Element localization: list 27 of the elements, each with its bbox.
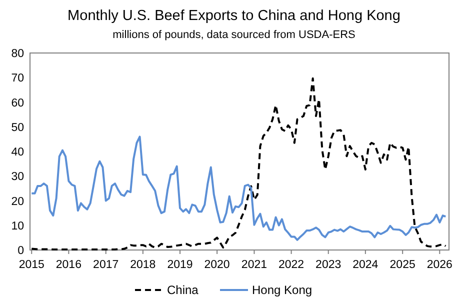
y-tick-label: 20 — [11, 196, 24, 208]
x-tick-label: 2024 — [352, 259, 379, 271]
x-tick-label: 2018 — [130, 259, 156, 271]
x-tick-label: 2025 — [390, 259, 416, 271]
y-tick-label: 30 — [11, 171, 24, 184]
x-tick-label: 2016 — [56, 259, 82, 271]
legend-label: China — [167, 283, 199, 298]
legend-label: Hong Kong — [252, 283, 312, 298]
line-series — [30, 77, 447, 251]
y-tick-label: 0 — [18, 245, 24, 258]
y-tick-label: 70 — [11, 72, 24, 85]
line-series — [30, 136, 447, 241]
x-tick-label: 2026 — [426, 259, 452, 271]
y-tick-label: 40 — [11, 146, 24, 159]
x-tick-label: 2017 — [93, 259, 119, 271]
x-tick-label: 2022 — [278, 259, 304, 271]
x-tick-label: 2021 — [241, 259, 268, 271]
y-tick-label: 80 — [11, 48, 24, 60]
chart-subtitle: millions of pounds, data sourced from USDA-ERS — [112, 29, 356, 41]
x-tick-label: 2020 — [204, 259, 230, 271]
y-tick-label: 10 — [11, 220, 24, 232]
x-tick-label: 2015 — [18, 259, 44, 271]
x-tick-label: 2019 — [167, 259, 193, 271]
y-tick-label: 50 — [11, 122, 24, 134]
chart-title: Monthly U.S. Beef Exports to China and Hong Kong — [68, 8, 400, 24]
y-tick-label: 60 — [11, 97, 24, 110]
x-tick-label: 2023 — [316, 259, 342, 271]
